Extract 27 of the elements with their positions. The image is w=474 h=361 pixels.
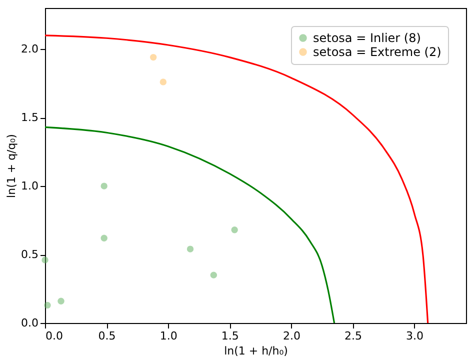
legend-label: setosa = Extreme (2) [313, 45, 442, 59]
point [186, 246, 194, 252]
point [160, 78, 167, 86]
x-tick-label: 2.5 [344, 330, 362, 342]
point [150, 54, 157, 61]
point [100, 182, 108, 190]
point [44, 302, 51, 309]
legend-label: setosa = Inlier (8) [313, 31, 421, 45]
x-tick-label: 3.0 [406, 330, 424, 342]
point [42, 256, 48, 264]
point [231, 226, 238, 234]
line-series [44, 126, 336, 324]
x-tick-label: 0.5 [98, 330, 116, 342]
x-tick-label: 1.5 [221, 330, 239, 342]
y-tick-label: 2.0 [21, 42, 38, 56]
point [210, 272, 217, 278]
x-tick-label: 0.0 [46, 330, 63, 342]
x-tick-label: 2.0 [282, 330, 300, 342]
x-axis-title: ln(1 + h/h₀) [224, 344, 288, 358]
y-tick-label: 0.0 [21, 316, 38, 330]
y-tick-label: 0.5 [21, 248, 38, 262]
point [100, 234, 108, 242]
y-axis-title: ln(1 + q/q₀) [5, 134, 18, 198]
y-tick-label: 1.0 [21, 180, 38, 193]
point [58, 298, 64, 304]
y-tick-label: 1.5 [21, 111, 38, 124]
x-tick-label: 1.0 [160, 330, 178, 342]
